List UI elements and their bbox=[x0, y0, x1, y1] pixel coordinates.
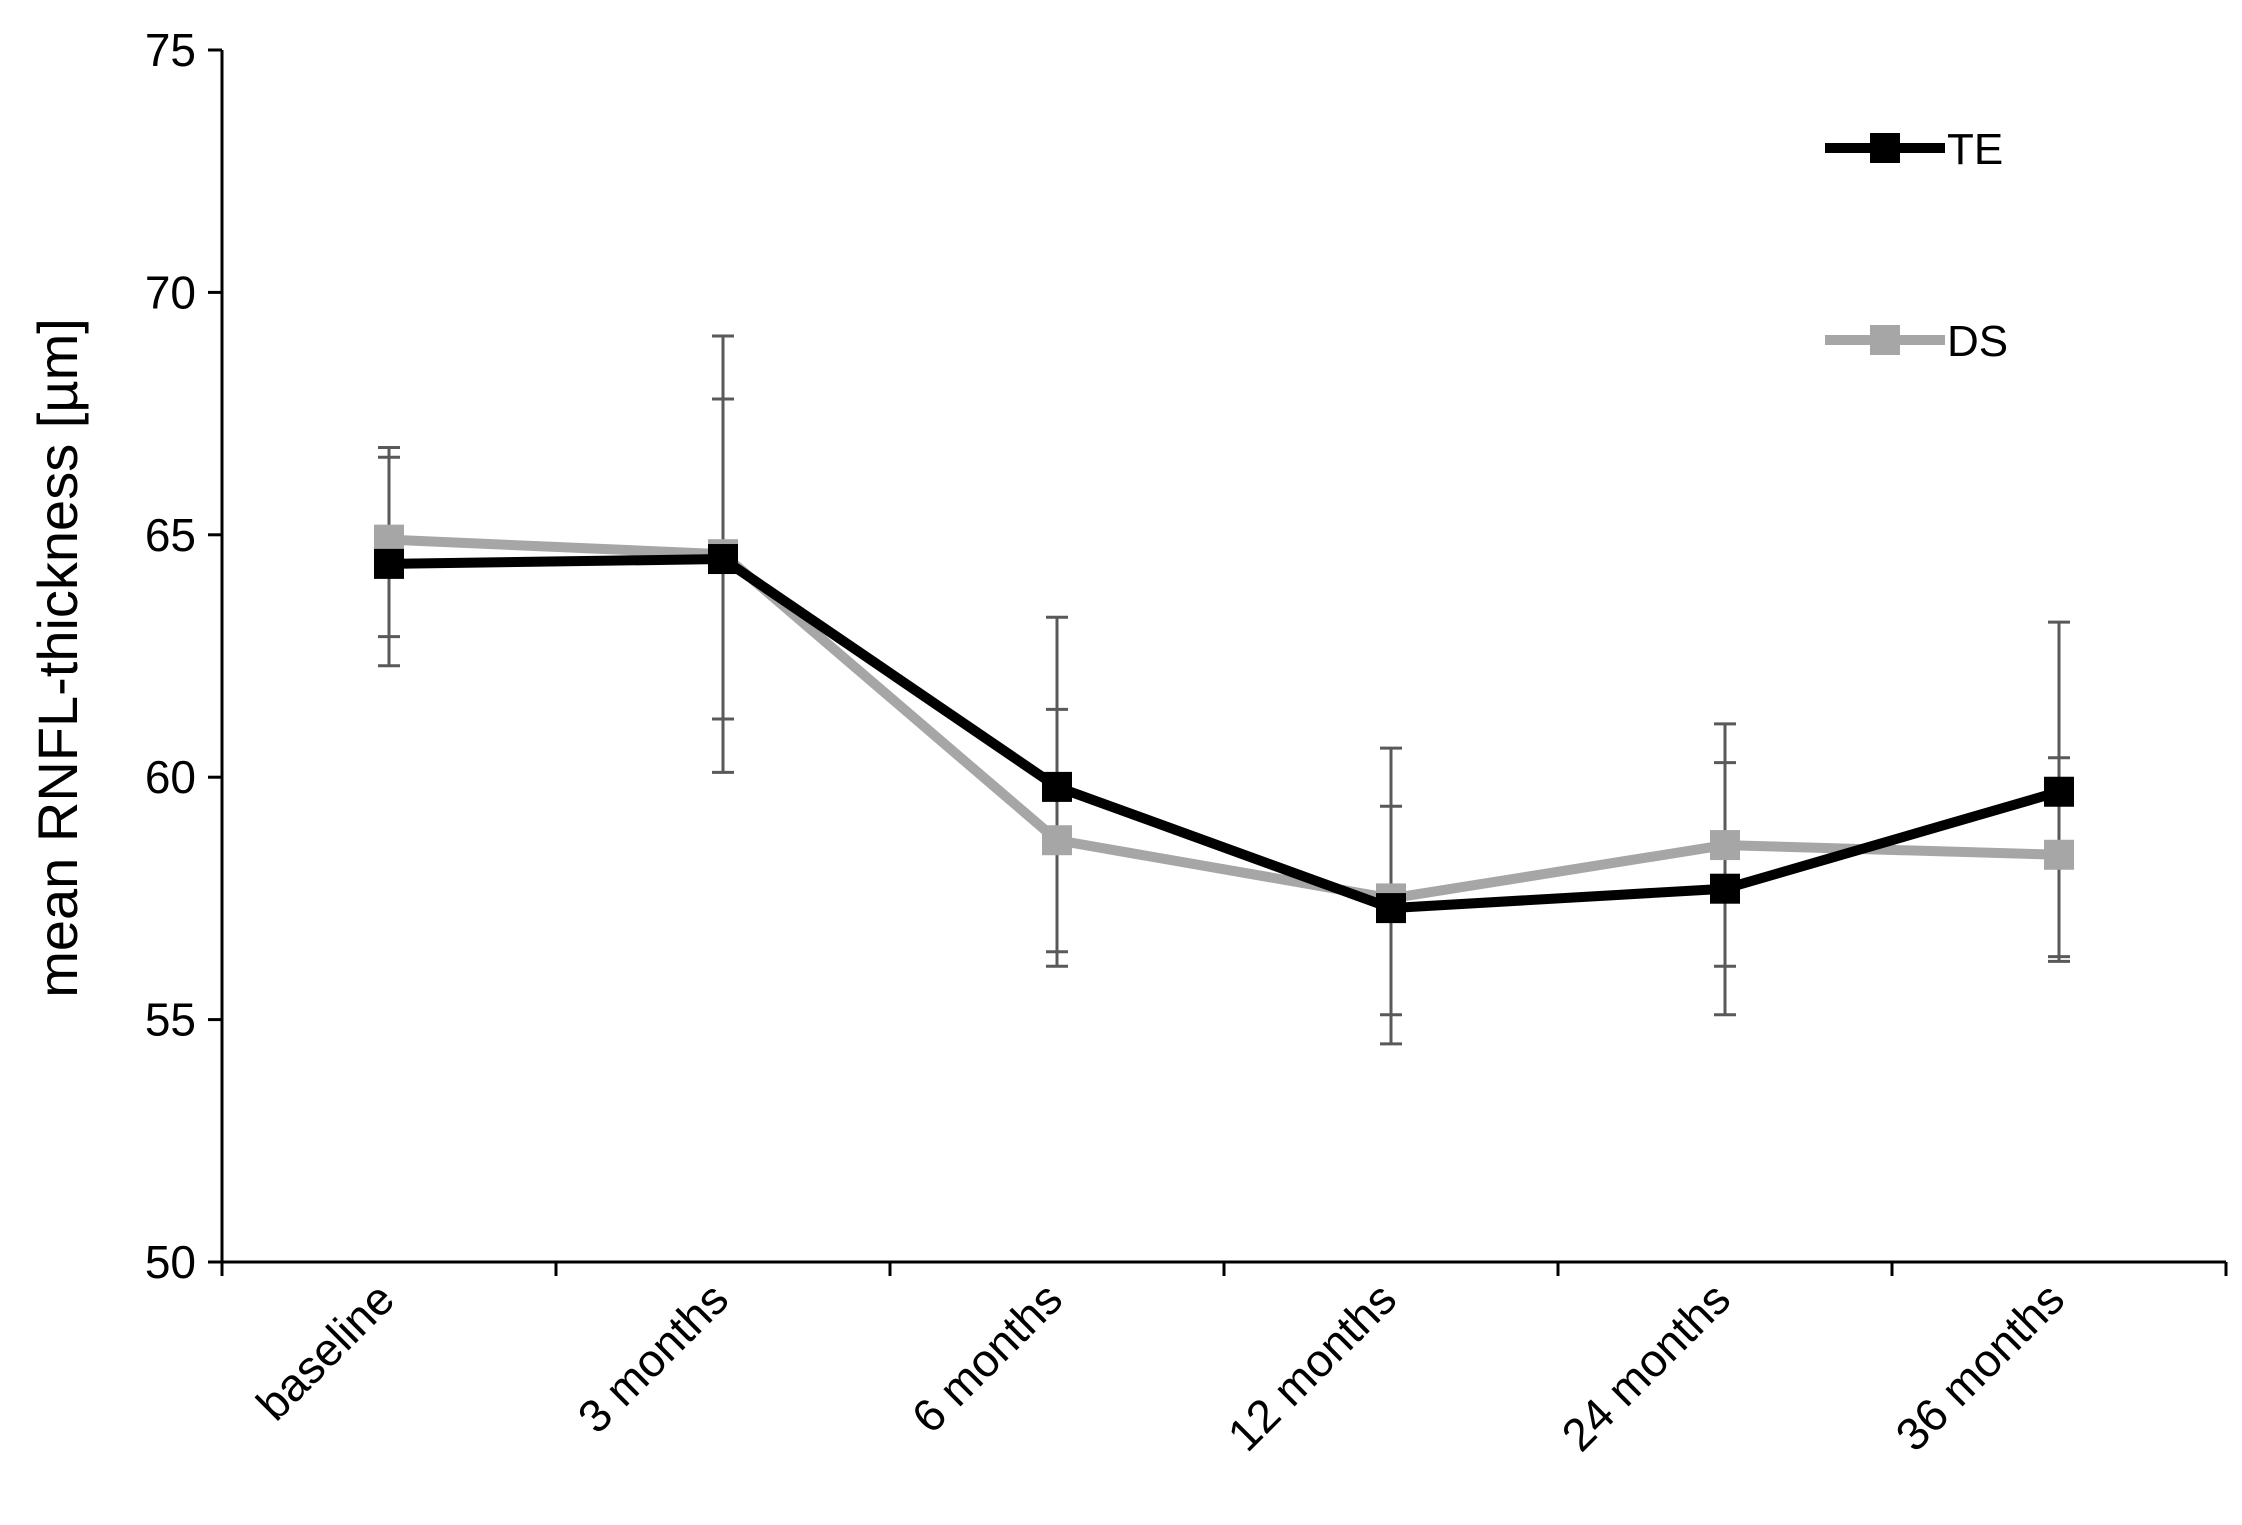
x-tick-label-12-months: 12 months bbox=[1217, 1272, 1406, 1461]
legend: TE DS bbox=[1825, 125, 2008, 366]
y-tick-label-65: 65 bbox=[145, 509, 196, 561]
x-tick-label-baseline: baseline bbox=[246, 1272, 404, 1430]
error-bars bbox=[378, 334, 2070, 1046]
series-markers bbox=[374, 524, 2074, 924]
series-lines bbox=[388, 534, 2061, 914]
legend-marker-te bbox=[1870, 133, 1900, 163]
data-point-ds-24-months bbox=[1710, 830, 1740, 861]
y-tick-label-75: 75 bbox=[145, 24, 196, 76]
legend-item-te: TE bbox=[1825, 125, 2003, 174]
data-point-te-12-months bbox=[1376, 893, 1406, 924]
legend-label-ds: DS bbox=[1947, 317, 2008, 366]
legend-item-ds: DS bbox=[1825, 317, 2008, 366]
x-axis-ticks: baseline 3 months 6 months 12 months 24 mont… bbox=[220, 1262, 2228, 1461]
x-tick-label-24-months: 24 months bbox=[1551, 1272, 1740, 1461]
x-tick-label-3-months: 3 months bbox=[568, 1272, 739, 1443]
axes bbox=[220, 50, 2226, 1264]
y-axis-label: mean RNFL-thickness [µm] bbox=[26, 318, 89, 998]
y-tick-label-50: 50 bbox=[145, 1236, 196, 1288]
data-point-ds-6-months bbox=[1042, 825, 1072, 856]
y-tick-label-55: 55 bbox=[145, 994, 196, 1046]
data-point-te-baseline bbox=[374, 548, 404, 579]
series-line-ds bbox=[388, 534, 2060, 904]
data-point-te-3-months bbox=[708, 544, 738, 575]
series-line-te bbox=[388, 554, 2061, 914]
x-tick-label-36-months: 36 months bbox=[1885, 1272, 2074, 1461]
x-tick-label-6-months: 6 months bbox=[902, 1272, 1073, 1443]
error-bar-ds-24-months bbox=[1714, 722, 1736, 1017]
y-tick-label-70: 70 bbox=[145, 266, 196, 318]
y-axis-ticks: 50 55 60 65 70 75 bbox=[145, 24, 222, 1288]
legend-label-te: TE bbox=[1947, 125, 2003, 174]
data-point-te-24-months bbox=[1710, 873, 1740, 904]
data-point-te-36-months bbox=[2044, 776, 2074, 807]
y-tick-label-60: 60 bbox=[145, 751, 196, 803]
legend-marker-ds bbox=[1870, 325, 1900, 355]
data-point-ds-36-months bbox=[2044, 839, 2074, 870]
data-point-te-6-months bbox=[1042, 771, 1072, 802]
